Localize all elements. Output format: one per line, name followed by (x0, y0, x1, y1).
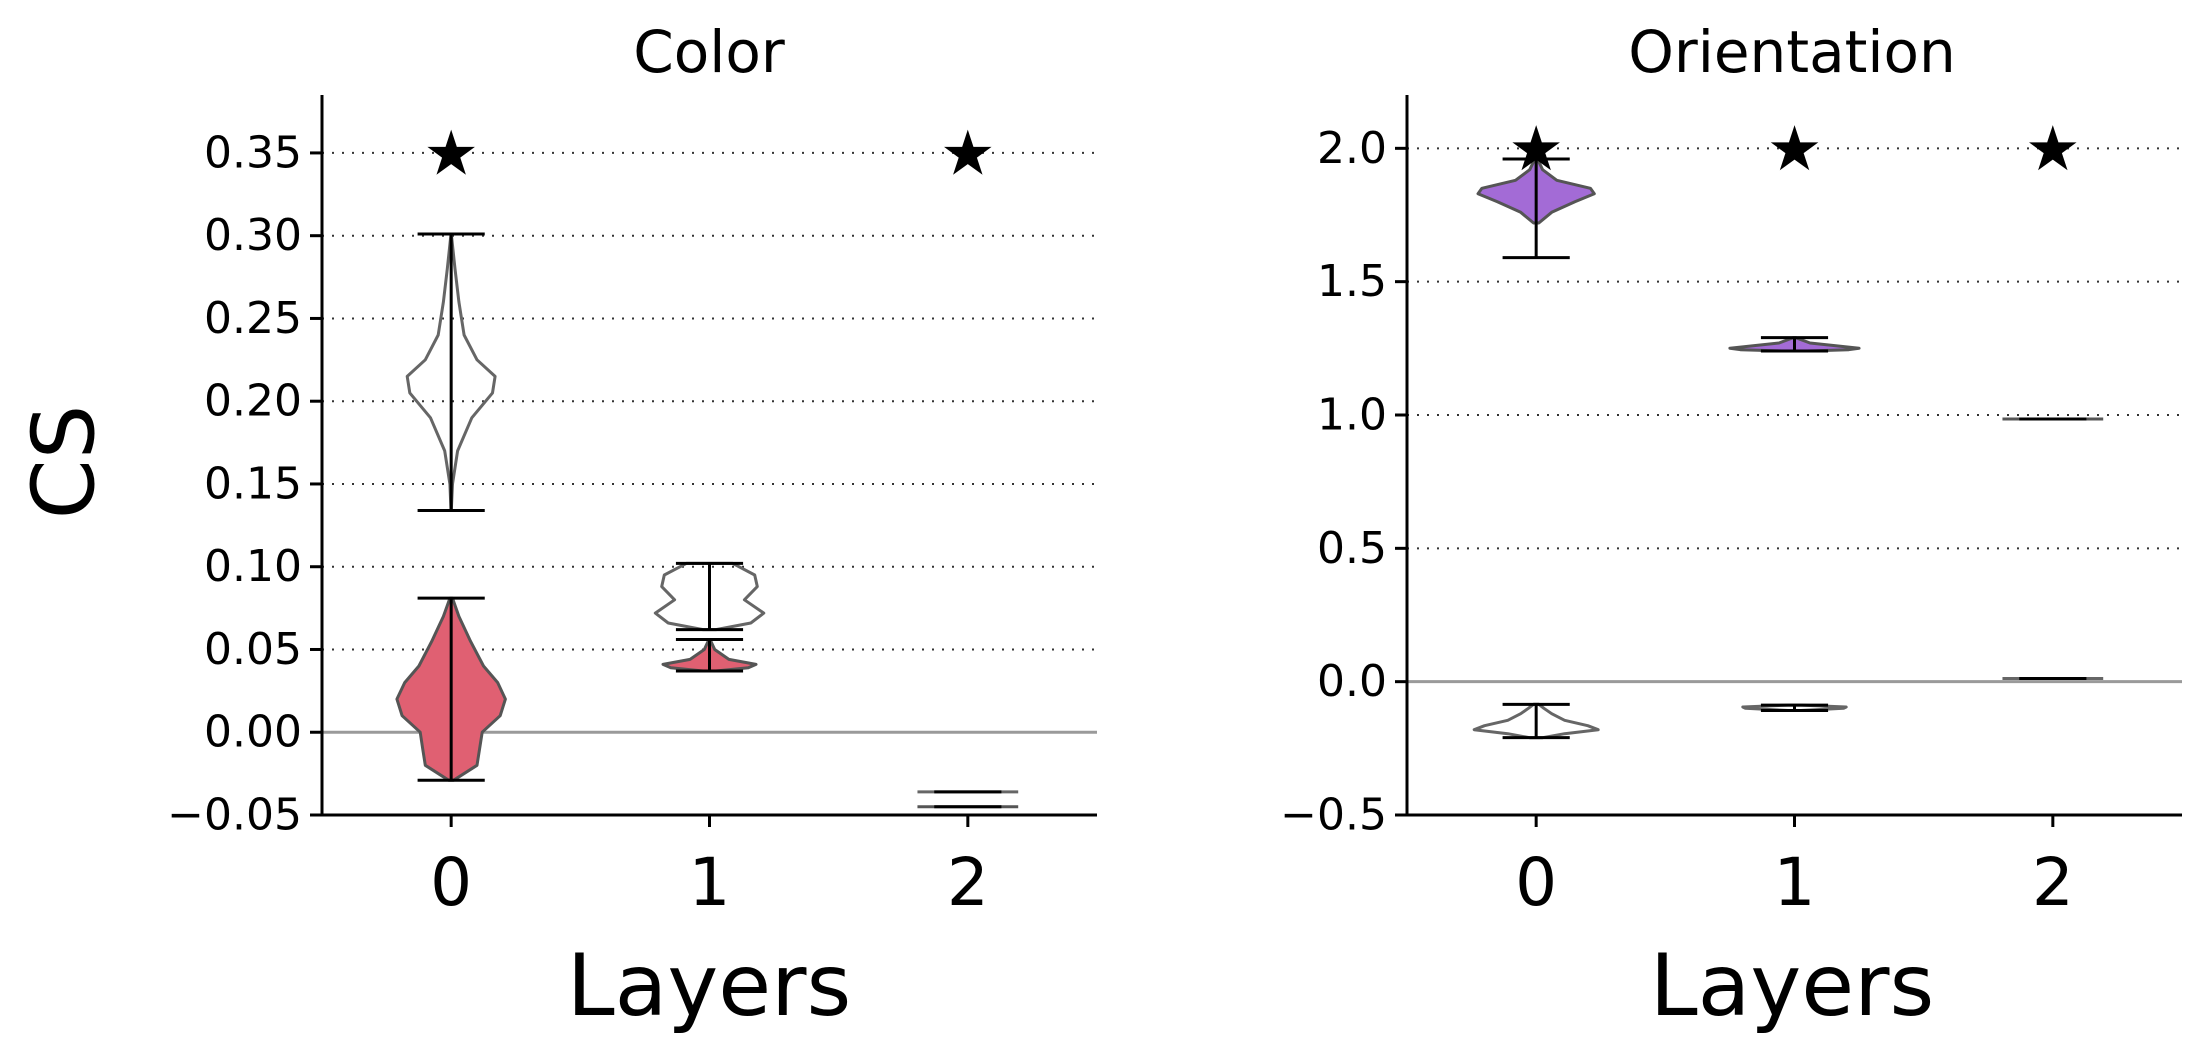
orientation-significance-star-layer-0: ★ (1508, 112, 1564, 185)
color-x-tick-label: 1 (689, 844, 731, 921)
orientation-y-tick-label: −0.5 (1280, 790, 1387, 841)
orientation-y-tick-label: 0.0 (1317, 656, 1387, 707)
orientation-significance-star-layer-1: ★ (1767, 112, 1823, 185)
color-significance-star-layer-0: ★ (423, 116, 479, 189)
color-y-tick-label: 0.20 (204, 376, 302, 427)
color-y-tick-label: 0.30 (204, 210, 302, 261)
color-y-tick-label: 0.35 (204, 127, 302, 178)
color-y-tick-label: 0.05 (204, 624, 302, 675)
color-y-tick-label: 0.15 (204, 458, 302, 509)
orientation-x-tick-label: 0 (1515, 844, 1557, 921)
color-x-tick-label: 0 (430, 844, 472, 921)
color-significance-star-layer-2: ★ (940, 116, 996, 189)
orientation-y-tick-label: 1.5 (1317, 256, 1387, 307)
color-x-tick-label: 2 (947, 844, 989, 921)
orientation-y-tick-label: 1.0 (1317, 390, 1387, 441)
orientation-x-tick-label: 1 (1774, 844, 1816, 921)
color-y-tick-label: 0.25 (204, 293, 302, 344)
color-y-tick-label: −0.05 (167, 790, 302, 841)
orientation-significance-star-layer-2: ★ (2025, 112, 2081, 185)
orientation-y-tick-label: 0.5 (1317, 523, 1387, 574)
panel-orientation: Orientation −0.5 0.0 0.5 1.0 1.5 2.0 0 1 2 Layers ★… (1280, 18, 2182, 1036)
orientation-x-axis-label: Layers (1650, 936, 1935, 1036)
color-y-tick-label: 0.00 (204, 707, 302, 758)
panel-color: Color −0.05 0.00 0.05 0.10 0.15 0.20 0.25 0.30 0.… (167, 18, 1097, 1036)
orientation-y-tick-label: 2.0 (1317, 123, 1387, 174)
color-x-axis-label: Layers (567, 936, 852, 1036)
orientation-title: Orientation (1628, 18, 1955, 86)
color-title: Color (633, 18, 785, 86)
orientation-x-tick-label: 2 (2032, 844, 2074, 921)
y-axis-label-cs: CS (14, 405, 114, 520)
color-y-tick-label: 0.10 (204, 541, 302, 592)
